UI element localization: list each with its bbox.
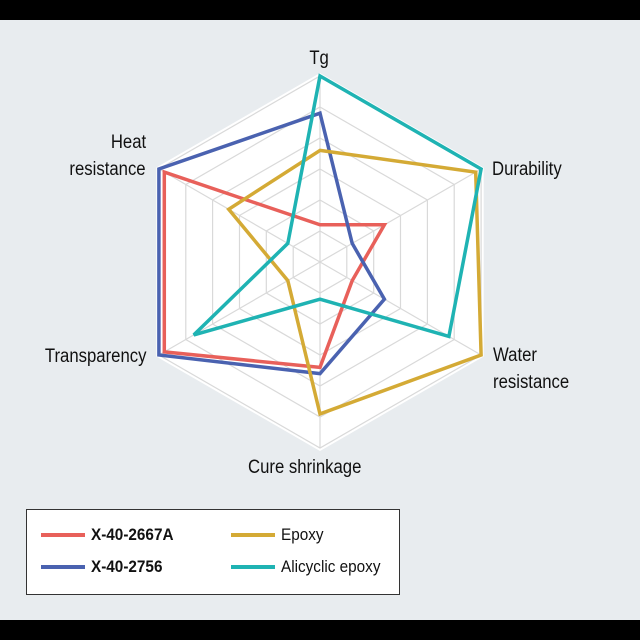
axis-label-water-resistance-line2: resistance [493,372,570,393]
legend-item-alicyclic-epoxy: Alicyclic epoxy [231,556,392,578]
legend-swatch [41,565,85,569]
legend-label: X-40-2756 [91,557,163,576]
grid-spoke [158,168,321,263]
legend-label: Alicyclic epoxy [281,557,381,576]
axis-label-tg: Tg [309,48,329,69]
legend-item-x-40-2667a: X-40-2667A [41,524,183,546]
chart-legend: X-40-2667A Epoxy X-40-2756 Alicyclic epo… [26,509,400,595]
legend-swatch [231,533,275,537]
axis-label-cure-shrinkage: Cure shrinkage [248,457,362,478]
chart-canvas: Tg Durability Water resistance Cure shri… [0,20,640,620]
legend-item-epoxy: Epoxy [231,524,328,546]
axis-label-transparency: Transparency [44,346,146,367]
legend-label: X-40-2667A [91,525,174,544]
series-x-40-2756 [157,110,387,376]
legend-label: Epoxy [281,525,324,544]
axis-label-water-resistance-line1: Water [493,345,537,366]
radar-chart [156,73,484,451]
series-x-40-2667a [162,169,388,370]
legend-item-x-40-2756: X-40-2756 [41,556,170,578]
axis-label-durability: Durability [492,159,562,180]
grid-spoke [319,261,482,356]
axis-label-heat-resistance-line2: resistance [69,159,146,180]
series-alicyclic-epoxy [192,73,484,339]
axis-label-heat-resistance-line1: Heat [110,132,146,153]
grid-spoke [319,168,482,263]
legend-swatch [231,565,275,569]
legend-swatch [41,533,85,537]
series-epoxy [226,148,483,417]
grid-spoke [158,261,321,356]
